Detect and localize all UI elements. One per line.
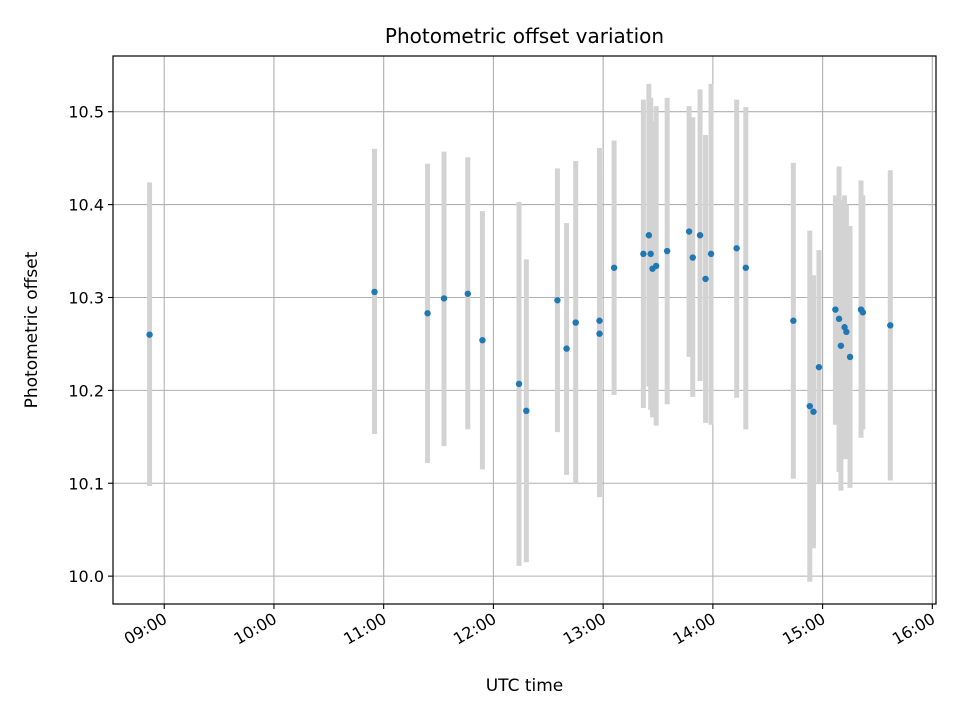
x-tick-label: 15:00 — [779, 609, 828, 649]
data-point — [645, 232, 653, 239]
data-point — [596, 317, 603, 324]
data-point — [859, 309, 867, 316]
data-point — [733, 245, 740, 252]
data-point — [843, 328, 850, 336]
data-point — [689, 254, 696, 261]
data-point — [440, 295, 448, 302]
x-tick-label: 13:00 — [560, 609, 609, 649]
data-point — [424, 310, 431, 317]
data-point — [696, 232, 704, 239]
data-point — [464, 290, 472, 297]
data-point — [663, 247, 671, 255]
x-axis-title: UTC time — [486, 676, 564, 696]
data-point — [596, 330, 603, 337]
data-point — [610, 264, 618, 271]
y-tick-label: 10.1 — [68, 474, 104, 493]
data-point — [837, 342, 845, 349]
y-axis-title: Photometric offset — [22, 251, 42, 408]
x-tick-label: 09:00 — [121, 609, 170, 649]
y-tick-label: 10.5 — [68, 103, 104, 122]
y-tick-label: 10.0 — [68, 567, 104, 586]
data-point — [146, 331, 153, 338]
data-point — [742, 264, 749, 271]
data-point — [479, 337, 486, 344]
data-point — [523, 407, 530, 415]
y-tick-label: 10.3 — [68, 288, 104, 307]
x-tick-label: 16:00 — [889, 609, 938, 649]
x-tick-label: 11:00 — [340, 609, 389, 649]
data-point — [887, 322, 894, 329]
x-tick-label: 14:00 — [669, 609, 718, 649]
data-point — [515, 380, 523, 388]
data-point — [846, 353, 854, 361]
data-point — [835, 315, 843, 323]
data-point — [815, 363, 823, 371]
data-point — [652, 262, 660, 270]
y-axis-ticks: 10.0 10.1 10.2 10.3 10.4 10.5 — [68, 103, 113, 586]
data-point — [810, 408, 817, 415]
data-point — [371, 288, 378, 296]
x-axis-ticks: 09:00 10:00 11:00 12:00 13:00 14:00 15:00 16:00 — [121, 604, 938, 649]
data-point — [832, 306, 839, 313]
point-layer — [146, 228, 894, 415]
data-point — [790, 317, 797, 324]
data-point — [806, 402, 814, 410]
x-tick-label: 12:00 — [450, 609, 499, 649]
data-point — [647, 250, 654, 258]
data-point — [640, 250, 647, 258]
data-point — [707, 250, 715, 258]
y-tick-label: 10.4 — [68, 196, 104, 215]
data-point — [702, 275, 709, 283]
data-point — [572, 319, 579, 326]
errorbar-layer — [147, 83, 893, 582]
data-point — [685, 228, 693, 235]
chart-title: Photometric offset variation — [385, 24, 664, 48]
x-tick-label: 10:00 — [231, 609, 280, 649]
data-point — [554, 297, 561, 304]
y-tick-label: 10.2 — [68, 381, 104, 400]
plot-frame — [112, 55, 937, 605]
data-point — [563, 345, 570, 352]
